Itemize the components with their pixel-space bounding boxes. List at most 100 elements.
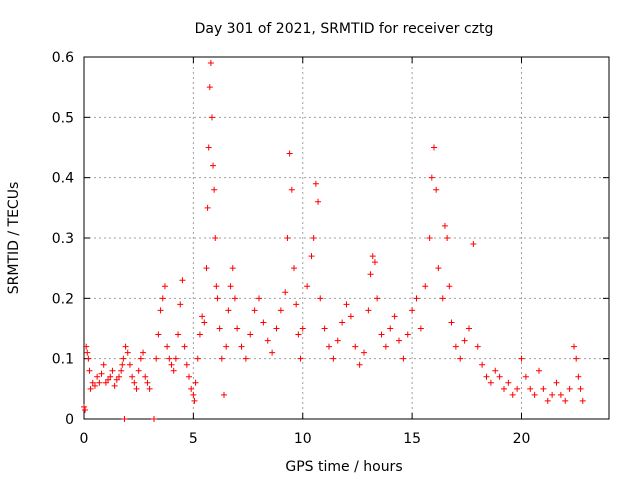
data-point [417, 325, 424, 332]
data-point [339, 319, 346, 326]
data-point [492, 367, 499, 374]
data-point [129, 373, 136, 380]
data-point [192, 379, 199, 386]
data-point [404, 331, 411, 338]
data-point [183, 361, 190, 368]
x-tick-label: 0 [80, 431, 89, 447]
data-point [374, 295, 381, 302]
data-points [81, 60, 586, 422]
data-point [216, 325, 223, 332]
data-point [203, 265, 210, 272]
data-point [579, 397, 586, 404]
data-point [218, 355, 225, 362]
data-point [194, 355, 201, 362]
chart-title: Day 301 of 2021, SRMTID for receiver czt… [195, 21, 494, 37]
data-point [109, 367, 116, 374]
x-tick-label: 20 [513, 431, 531, 447]
data-point [201, 319, 208, 326]
data-point [433, 186, 440, 193]
data-point [199, 313, 206, 320]
data-point [269, 349, 276, 356]
data-point [221, 391, 227, 398]
y-tick-label: 0 [65, 412, 74, 428]
data-point [260, 319, 267, 326]
data-point [107, 373, 114, 380]
data-point [378, 331, 385, 338]
data-point [310, 235, 317, 241]
data-point [116, 373, 122, 380]
data-point [448, 319, 455, 326]
data-point [247, 331, 254, 338]
data-point [343, 301, 350, 308]
data-point [179, 277, 186, 284]
data-point [466, 325, 472, 332]
data-point [293, 301, 300, 308]
data-point [159, 295, 166, 302]
data-point [575, 373, 582, 380]
data-point [170, 367, 177, 374]
data-point [140, 349, 147, 356]
data-point [191, 397, 198, 404]
data-point [155, 331, 162, 338]
data-point [396, 337, 402, 344]
data-point [361, 349, 367, 356]
data-point [181, 343, 188, 350]
axis-ticks: 0 0.1 0.2 0.3 0.4 0.5 0.6 0 5 10 15 20 [52, 50, 609, 447]
data-point [84, 349, 91, 356]
data-point [153, 355, 160, 362]
data-point [549, 391, 556, 398]
data-point [205, 144, 212, 151]
data-point [94, 373, 101, 380]
data-point [308, 253, 315, 260]
data-point [522, 373, 529, 380]
data-point [317, 295, 324, 302]
data-point [234, 325, 241, 332]
data-point [212, 235, 219, 241]
data-point [142, 373, 149, 380]
data-point [122, 343, 129, 350]
data-point [531, 391, 538, 398]
data-point [190, 391, 197, 398]
data-point [175, 331, 182, 338]
data-point [146, 385, 153, 392]
data-point [382, 343, 389, 350]
data-point [172, 355, 179, 362]
data-point [87, 385, 94, 392]
data-point [553, 379, 560, 386]
data-point [369, 253, 376, 260]
data-point [256, 295, 262, 302]
data-point [461, 337, 468, 344]
data-point [207, 60, 214, 67]
data-point [496, 373, 503, 380]
data-point [229, 265, 236, 272]
data-point [566, 385, 573, 392]
data-point [242, 355, 249, 362]
data-point [291, 265, 297, 272]
data-point [102, 379, 109, 386]
data-point [157, 307, 164, 314]
data-point [137, 355, 144, 362]
data-point [111, 382, 118, 389]
data-point [208, 114, 215, 121]
data-point [527, 385, 534, 392]
data-point [282, 289, 289, 296]
data-point [206, 84, 213, 91]
data-point [426, 235, 433, 241]
data-point [227, 283, 234, 290]
data-point [470, 241, 477, 248]
data-point [422, 283, 429, 290]
data-point [536, 367, 542, 374]
x-axis-label: GPS time / hours [285, 459, 402, 475]
data-point [330, 355, 337, 362]
data-point [284, 235, 291, 241]
data-point [540, 385, 547, 392]
data-point [367, 271, 374, 278]
data-point [295, 331, 302, 338]
data-point [135, 367, 142, 374]
y-tick-label: 0.3 [52, 231, 74, 247]
data-point [211, 186, 218, 193]
data-point [89, 379, 96, 386]
data-point [347, 313, 354, 320]
data-point [81, 403, 87, 410]
data-point [121, 416, 128, 422]
